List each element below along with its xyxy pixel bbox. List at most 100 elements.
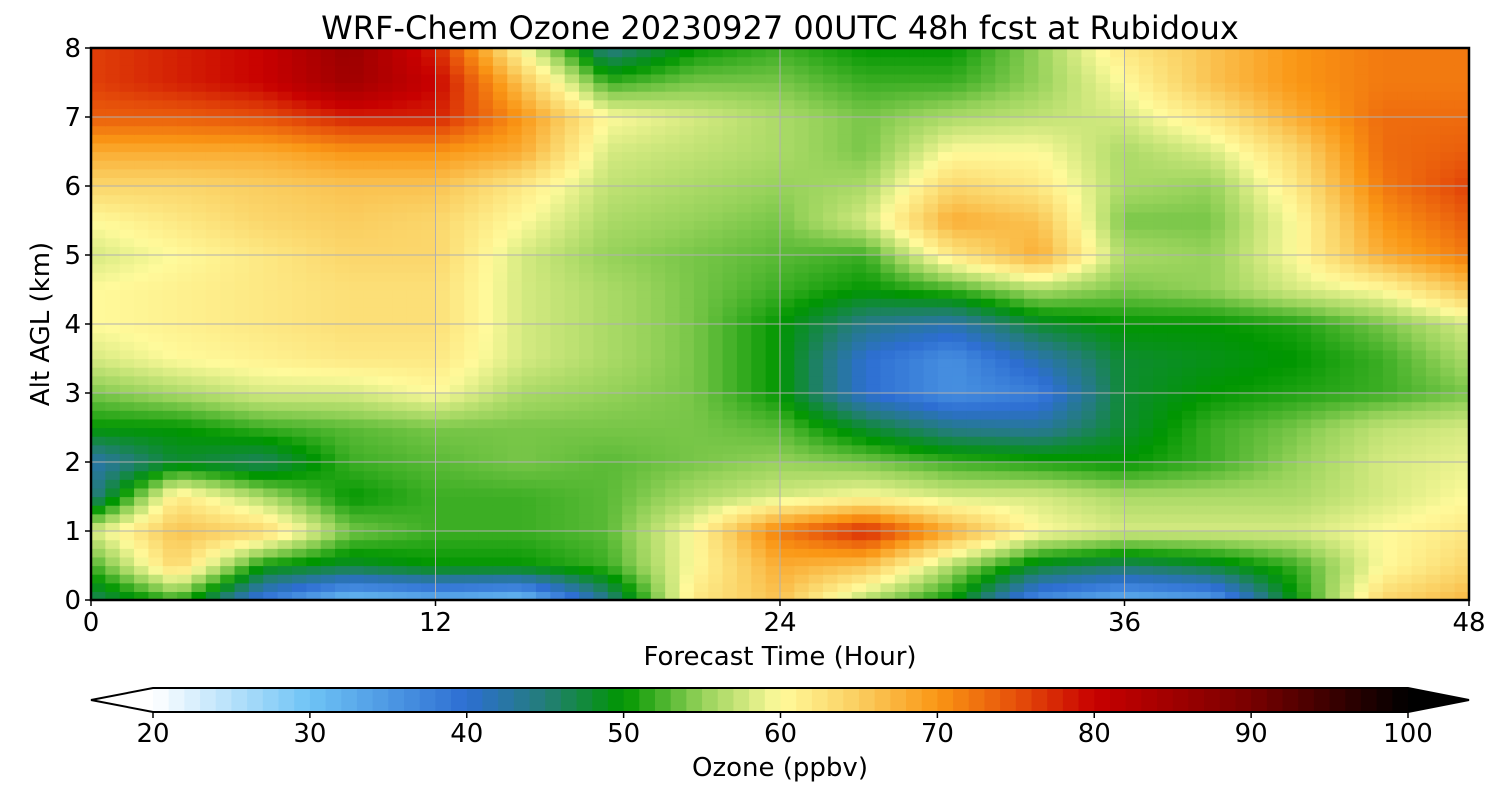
heatmap-cell (521, 453, 537, 463)
heatmap-cell (248, 211, 264, 222)
heatmap-cell (1339, 263, 1355, 273)
heatmap-cell (392, 332, 408, 342)
heatmap-cell (937, 306, 953, 316)
heatmap-cell (636, 556, 652, 567)
heatmap-cell (320, 375, 336, 385)
heatmap-cell (234, 194, 250, 204)
heatmap-cell (765, 358, 781, 368)
heatmap-cell (808, 186, 824, 196)
heatmap-cell (1325, 513, 1341, 523)
heatmap-cell (105, 194, 121, 204)
heatmap-cell (335, 410, 350, 420)
heatmap-cell (1268, 341, 1283, 351)
heatmap-cell (1296, 427, 1312, 437)
heatmap-cell (736, 539, 752, 549)
heatmap-cell (665, 194, 681, 204)
heatmap-cell (1354, 393, 1370, 403)
heatmap-cell (1239, 306, 1255, 316)
heatmap-cell (894, 427, 910, 437)
heatmap-cell (607, 410, 623, 420)
heatmap-cell (148, 479, 164, 489)
heatmap-cell (550, 522, 566, 532)
heatmap-cell (837, 203, 853, 213)
heatmap-cell (177, 272, 193, 282)
heatmap-cell (1067, 531, 1083, 541)
heatmap-cell (349, 298, 365, 308)
heatmap-cell (851, 453, 867, 463)
heatmap-cell (1038, 272, 1054, 282)
heatmap-cell (134, 375, 150, 385)
heatmap-cell (1296, 393, 1312, 403)
heatmap-cell (449, 229, 465, 239)
heatmap-cell (923, 151, 939, 161)
heatmap-cell (148, 272, 164, 282)
heatmap-cell (693, 211, 709, 222)
heatmap-cell (1153, 358, 1169, 368)
heatmap-cell (837, 479, 853, 489)
heatmap-cell (894, 462, 910, 472)
heatmap-cell (751, 418, 767, 429)
heatmap-cell (736, 591, 752, 600)
heatmap-cell (162, 462, 178, 472)
heatmap-cell (1296, 462, 1312, 472)
heatmap-cell (248, 315, 264, 325)
heatmap-cell (679, 306, 695, 316)
heatmap-cell (392, 177, 408, 187)
heatmap-cell (1052, 565, 1068, 575)
heatmap-cell (291, 505, 307, 515)
heatmap-cell (177, 436, 193, 446)
heatmap-cell (579, 315, 594, 325)
heatmap-cell (952, 367, 968, 377)
heatmap-cell (177, 427, 193, 437)
heatmap-cell (1368, 375, 1384, 385)
heatmap-cell (291, 522, 307, 532)
heatmap-cell (1095, 168, 1111, 178)
heatmap-cell (306, 203, 322, 213)
heatmap-cell (320, 522, 336, 532)
heatmap-cell (1397, 272, 1413, 282)
heatmap-cell (909, 211, 925, 222)
heatmap-cell (191, 401, 207, 411)
heatmap-cell (1110, 556, 1126, 567)
heatmap-cell (622, 565, 638, 575)
heatmap-cell (980, 246, 996, 256)
heatmap-cell (464, 306, 480, 316)
heatmap-cell (1454, 410, 1469, 420)
heatmap-cell (392, 203, 408, 213)
heatmap-cell (1224, 548, 1240, 558)
heatmap-cell (679, 315, 695, 325)
heatmap-cell (1210, 272, 1226, 282)
heatmap-cell (1081, 332, 1097, 342)
heatmap-cell (263, 444, 279, 454)
heatmap-cell (1210, 220, 1226, 230)
heatmap-cell (234, 556, 250, 567)
heatmap-cell (492, 487, 508, 498)
heatmap-cell (923, 280, 939, 291)
heatmap-cell (808, 375, 824, 385)
heatmap-cell (105, 556, 121, 567)
heatmap-cell (234, 513, 250, 523)
heatmap-cell (665, 341, 681, 351)
heatmap-cell (220, 255, 236, 265)
heatmap-cell (837, 401, 853, 411)
heatmap-cell (363, 522, 379, 532)
heatmap-cell (1325, 255, 1341, 265)
heatmap-cell (148, 418, 164, 429)
heatmap-cell (1210, 186, 1226, 196)
heatmap-cell (1009, 505, 1025, 515)
heatmap-cell (937, 444, 953, 454)
heatmap-cell (521, 194, 537, 204)
heatmap-cell (1167, 263, 1183, 273)
heatmap-cell (636, 574, 652, 584)
heatmap-cell (1397, 367, 1413, 377)
heatmap-cell (966, 177, 982, 187)
heatmap-cell (306, 470, 322, 480)
heatmap-cell (980, 505, 996, 515)
heatmap-cell (449, 315, 465, 325)
heatmap-cell (1311, 496, 1327, 506)
heatmap-cell (937, 280, 953, 291)
heatmap-cell (248, 332, 264, 342)
heatmap-cell (1311, 272, 1327, 282)
heatmap-cell (894, 211, 910, 222)
heatmap-cell (952, 306, 968, 316)
